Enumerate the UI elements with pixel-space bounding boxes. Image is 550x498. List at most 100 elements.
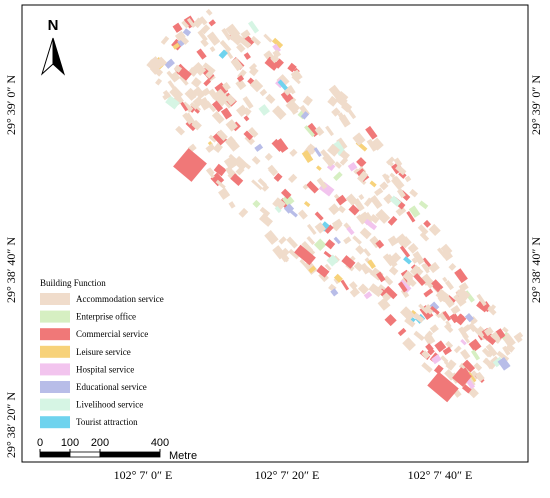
building: [194, 108, 200, 114]
legend-label: Tourist attraction: [76, 417, 138, 427]
building: [192, 61, 207, 76]
building: [476, 301, 489, 313]
building: [425, 343, 434, 353]
building: [272, 43, 281, 53]
building: [299, 259, 308, 268]
building: [450, 305, 461, 315]
building: [417, 224, 429, 236]
building: [334, 161, 342, 169]
building: [236, 43, 246, 53]
building: [356, 157, 367, 168]
building: [369, 180, 377, 188]
legend-swatch: [40, 398, 70, 411]
building: [233, 155, 249, 171]
building: [458, 313, 465, 320]
building: [173, 64, 183, 73]
building: [323, 250, 333, 259]
building: [272, 49, 282, 59]
building: [357, 283, 370, 295]
building: [238, 207, 249, 218]
legend-label: Enterprise office: [76, 312, 136, 322]
building: [465, 378, 476, 390]
legend-swatch: [40, 416, 70, 429]
scale-unit: Metre: [169, 450, 197, 462]
building: [211, 110, 225, 125]
building: [248, 20, 260, 34]
building: [278, 236, 287, 245]
building: [423, 219, 432, 228]
building: [208, 134, 217, 143]
legend-swatch: [40, 293, 70, 305]
building: [496, 350, 510, 362]
building: [429, 324, 439, 334]
building: [494, 328, 506, 340]
building: [377, 284, 386, 292]
building: [277, 79, 289, 92]
building: [324, 224, 334, 234]
building: [444, 280, 454, 291]
building: [222, 81, 231, 92]
building: [308, 265, 317, 274]
building: [288, 248, 300, 260]
legend-swatch: [40, 328, 70, 341]
building: [393, 157, 403, 167]
building: [382, 173, 391, 184]
legend-swatch: [40, 345, 70, 358]
building: [272, 197, 286, 211]
building: [388, 266, 399, 276]
building: [468, 370, 480, 382]
building: [353, 168, 360, 175]
building: [287, 85, 296, 95]
building: [314, 211, 324, 221]
building: [433, 364, 444, 375]
building: [442, 310, 452, 322]
building: [200, 24, 211, 35]
building: [172, 42, 180, 50]
building: [202, 87, 211, 97]
building: [200, 38, 209, 48]
building: [427, 347, 435, 356]
scale-tick-label: 100: [61, 437, 79, 449]
building: [348, 204, 360, 216]
building: [172, 22, 183, 33]
north-label: N: [48, 17, 59, 34]
building: [249, 62, 258, 71]
building: [212, 142, 223, 154]
building: [242, 96, 254, 110]
building: [392, 176, 401, 185]
building: [281, 254, 290, 263]
scale-tick-label: 200: [91, 437, 109, 449]
building: [301, 150, 314, 164]
building: [379, 181, 389, 191]
building: [476, 293, 487, 307]
building: [341, 255, 356, 269]
building: [358, 194, 365, 201]
building: [251, 155, 261, 165]
building: [303, 260, 318, 275]
building: [502, 345, 511, 356]
building: [164, 58, 175, 69]
building: [286, 236, 299, 249]
building: [340, 279, 350, 291]
building: [326, 162, 336, 172]
building: [411, 257, 418, 264]
building: [225, 165, 235, 176]
building: [444, 323, 454, 333]
building: [268, 166, 279, 177]
building: [182, 112, 194, 125]
building: [324, 263, 332, 271]
building: [335, 194, 347, 206]
building: [250, 35, 261, 46]
building: [249, 66, 259, 77]
building: [283, 203, 295, 214]
building: [290, 69, 303, 82]
building: [353, 261, 364, 272]
building: [369, 213, 380, 224]
building: [481, 347, 492, 358]
building: [420, 273, 433, 286]
building: [213, 163, 227, 177]
building: [361, 212, 372, 223]
building: [409, 264, 424, 279]
building: [403, 256, 412, 265]
